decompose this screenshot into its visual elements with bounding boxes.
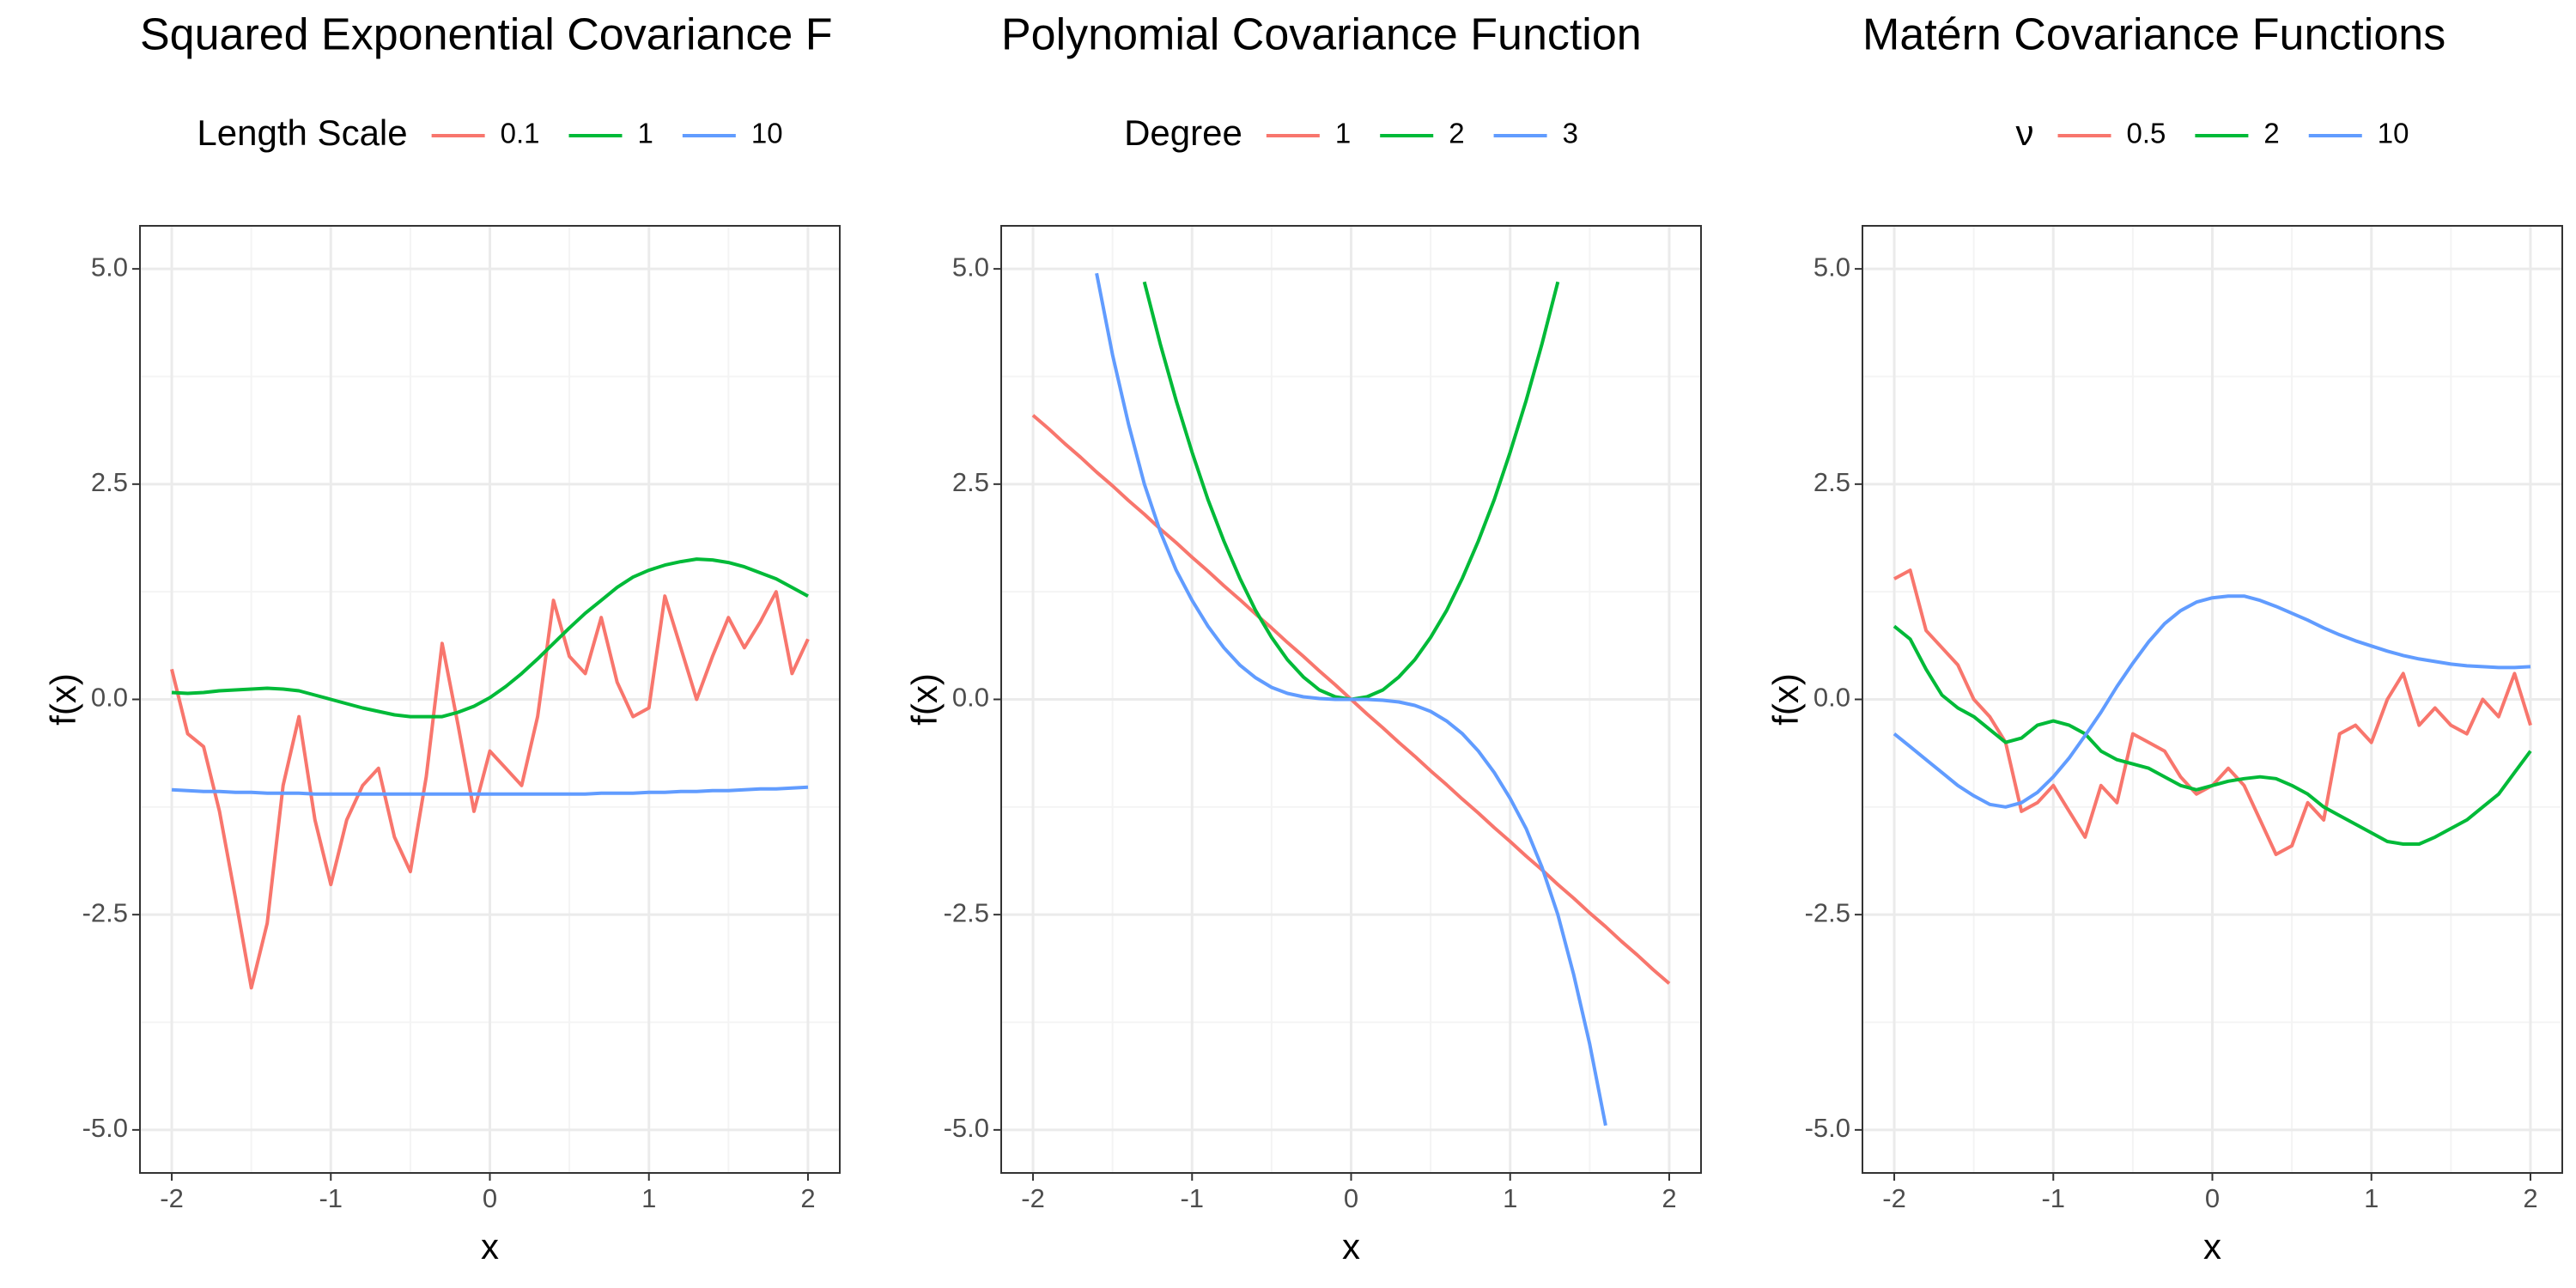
y-tick-label: 0.0 (91, 683, 128, 713)
series-line (171, 557, 809, 719)
series-line (171, 785, 809, 796)
legend-title: Degree (1124, 112, 1242, 153)
y-tick-label: 2.5 (1814, 467, 1850, 497)
x-tick-label: -1 (319, 1183, 343, 1213)
legend: ν 0.5 2 10 (2016, 112, 2409, 153)
x-tick-label: 0 (1344, 1183, 1358, 1213)
x-tick-label: 1 (2364, 1183, 2379, 1213)
x-axis-title: x (2203, 1226, 2221, 1267)
legend-label: 10 (751, 118, 783, 149)
y-tick-label: -5.0 (1805, 1113, 1850, 1143)
y-tick-label: -5.0 (82, 1113, 128, 1143)
x-tick-label: 1 (641, 1183, 656, 1213)
legend-label: 0.1 (501, 118, 540, 149)
y-tick-label: -5.0 (944, 1113, 989, 1143)
chart-title: Polynomial Covariance Function (1001, 10, 1642, 60)
series-line (1893, 624, 2532, 846)
x-tick-label: 0 (483, 1183, 497, 1213)
y-tick-label: 2.5 (952, 467, 989, 497)
legend-title: Length Scale (197, 112, 407, 153)
x-tick-label: 2 (2523, 1183, 2537, 1213)
x-tick-label: 2 (800, 1183, 815, 1213)
x-tick-label: 0 (2205, 1183, 2220, 1213)
x-tick-label: 2 (1662, 1183, 1676, 1213)
y-tick-label: 2.5 (91, 467, 128, 497)
y-axis-title: f(x) (1765, 673, 1806, 726)
x-tick-label: 1 (1503, 1183, 1517, 1213)
legend: Length Scale 0.1 1 10 (197, 112, 782, 153)
x-tick-label: -1 (1180, 1183, 1204, 1213)
legend-label: 3 (1563, 118, 1578, 149)
legend-label: 2 (2263, 118, 2279, 149)
series-line (1095, 272, 1607, 1127)
y-tick-label: -2.5 (1805, 897, 1850, 927)
panel-border (1000, 225, 1702, 1174)
legend: Degree 1 2 3 (1124, 112, 1578, 153)
legend-label: 1 (638, 118, 653, 149)
y-tick-label: 5.0 (952, 252, 989, 282)
legend-label: 10 (2378, 118, 2409, 149)
y-tick-label: 5.0 (91, 252, 128, 282)
series-line (1893, 594, 2531, 809)
legend-title: ν (2016, 112, 2034, 153)
panel-border (1862, 225, 2563, 1174)
x-axis-title: x (1342, 1226, 1360, 1267)
chart-title: Squared Exponential Covariance F (140, 10, 832, 60)
legend-label: 2 (1449, 118, 1464, 149)
x-tick-label: -2 (1021, 1183, 1045, 1213)
legend-label: 0.5 (2127, 118, 2166, 149)
legend-label: 1 (1335, 118, 1351, 149)
y-tick-label: 0.0 (1814, 683, 1850, 713)
x-axis-title: x (481, 1226, 499, 1267)
panel-border (139, 225, 841, 1174)
y-axis-title: f(x) (904, 673, 945, 726)
chart-title: Matérn Covariance Functions (1862, 10, 2445, 60)
x-tick-label: -2 (1882, 1183, 1906, 1213)
y-tick-label: -2.5 (82, 897, 128, 927)
y-tick-label: 0.0 (952, 683, 989, 713)
series-line (170, 590, 810, 990)
x-tick-label: -2 (160, 1183, 184, 1213)
y-tick-label: -2.5 (944, 897, 989, 927)
x-tick-label: -1 (2041, 1183, 2065, 1213)
y-tick-label: 5.0 (1814, 252, 1850, 282)
y-axis-title: f(x) (43, 673, 83, 726)
